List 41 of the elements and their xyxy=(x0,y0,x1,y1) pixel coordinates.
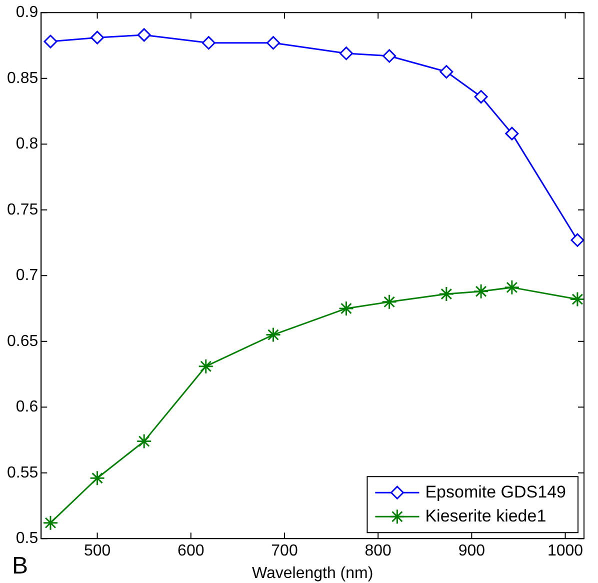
y-tick-label: 0.7 xyxy=(16,267,38,284)
x-tick-label: 600 xyxy=(178,542,204,560)
y-tick-label: 0.8 xyxy=(16,136,38,153)
point xyxy=(136,434,152,450)
point xyxy=(338,300,354,316)
text: B xyxy=(12,552,28,580)
point xyxy=(504,280,520,296)
legend-label: Kieserite kiede1 xyxy=(425,506,546,526)
point xyxy=(382,294,398,310)
point xyxy=(340,46,354,60)
point xyxy=(90,30,104,44)
y-tick-label: 0.5 xyxy=(16,530,38,548)
point xyxy=(440,65,454,79)
point xyxy=(44,34,58,48)
point xyxy=(198,358,214,374)
point xyxy=(202,36,216,50)
x-tick-label: 800 xyxy=(364,542,392,560)
point xyxy=(266,327,282,343)
point xyxy=(137,28,151,42)
y-tick-label: 0.65 xyxy=(7,332,38,350)
point xyxy=(570,233,584,247)
point xyxy=(90,470,106,486)
x-axis-title: Wavelength (nm) xyxy=(252,564,374,582)
point xyxy=(474,90,488,104)
point xyxy=(473,284,489,300)
y-tick-label: 0.55 xyxy=(7,464,38,482)
y-tick-label: 0.9 xyxy=(16,4,38,22)
x-tick-label: 700 xyxy=(271,542,298,560)
point xyxy=(570,292,584,308)
y-tick-label: 0.85 xyxy=(7,70,38,87)
point xyxy=(266,36,280,50)
point xyxy=(382,49,396,63)
x-tick-label: 1000 xyxy=(547,542,584,560)
x-tick-label: 500 xyxy=(84,542,111,560)
y-tick-label: 0.6 xyxy=(16,398,38,416)
x-tick-label: 900 xyxy=(458,542,486,560)
y-tick-label: 0.75 xyxy=(7,201,38,218)
point xyxy=(438,286,454,302)
point xyxy=(42,515,58,531)
legend-label: Epsomite GDS149 xyxy=(425,482,566,502)
point xyxy=(505,126,519,140)
